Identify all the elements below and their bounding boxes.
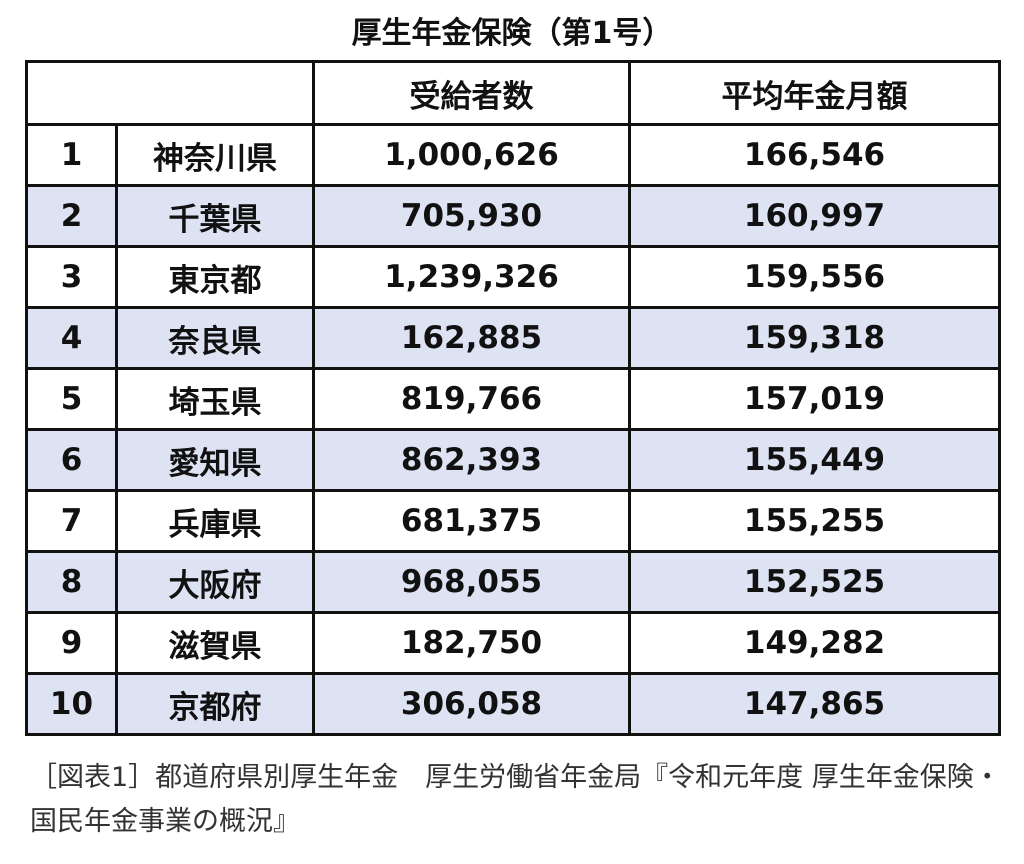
table-row: 3 東京都 1,239,326 159,556 [25,245,1001,309]
table-row: 4 奈良県 162,885 159,318 [25,306,1001,370]
pension-cell: 159,318 [628,306,1001,370]
recipients-cell: 162,885 [312,306,631,370]
pension-cell: 155,449 [628,428,1001,492]
prefecture-cell: 東京都 [115,245,315,309]
pension-cell: 159,556 [628,245,1001,309]
table-row: 9 滋賀県 182,750 149,282 [25,611,1001,675]
pension-cell: 157,019 [628,367,1001,431]
rank-cell: 4 [25,306,118,370]
recipients-cell: 968,055 [312,550,631,614]
prefecture-cell: 愛知県 [115,428,315,492]
pension-cell: 152,525 [628,550,1001,614]
table-row: 2 千葉県 705,930 160,997 [25,184,1001,248]
rank-cell: 8 [25,550,118,614]
data-table: 受給者数 平均年金月額 1 神奈川県 1,000,626 166,546 2 千葉県 705,9… [25,60,1001,736]
prefecture-cell: 千葉県 [115,184,315,248]
table-row: 5 埼玉県 819,766 157,019 [25,367,1001,431]
prefecture-cell: 滋賀県 [115,611,315,675]
rank-cell: 5 [25,367,118,431]
header-row: 受給者数 平均年金月額 [25,60,1001,126]
recipients-cell: 819,766 [312,367,631,431]
pension-cell: 166,546 [628,123,1001,187]
rank-cell: 1 [25,123,118,187]
rank-cell: 3 [25,245,118,309]
prefecture-cell: 兵庫県 [115,489,315,553]
table-row: 6 愛知県 862,393 155,449 [25,428,1001,492]
recipients-cell: 705,930 [312,184,631,248]
header-cell: 受給者数 [312,60,631,126]
prefecture-cell: 埼玉県 [115,367,315,431]
table-row: 8 大阪府 968,055 152,525 [25,550,1001,614]
caption: ［図表1］都道府県別厚生年金 厚生労働省年金局『令和元年度 厚生年金保険・国民年… [30,762,1001,837]
prefecture-cell: 奈良県 [115,306,315,370]
recipients-cell: 862,393 [312,428,631,492]
recipients-cell: 182,750 [312,611,631,675]
prefecture-cell: 京都府 [115,672,315,736]
prefecture-cell: 大阪府 [115,550,315,614]
pension-cell: 160,997 [628,184,1001,248]
table-row: 10 京都府 306,058 147,865 [25,672,1001,736]
table-body: 受給者数 平均年金月額 1 神奈川県 1,000,626 166,546 2 千葉県 705,9… [25,60,1001,736]
pension-cell: 149,282 [628,611,1001,675]
pension-cell: 155,255 [628,489,1001,553]
rank-cell: 7 [25,489,118,553]
table-row: 1 神奈川県 1,000,626 166,546 [25,123,1001,187]
table-title: 厚生年金保険（第1号） [351,16,673,51]
rank-cell: 6 [25,428,118,492]
pension-cell: 147,865 [628,672,1001,736]
rank-cell: 9 [25,611,118,675]
recipients-cell: 306,058 [312,672,631,736]
rank-cell: 10 [25,672,118,736]
header-cell-empty [25,60,315,126]
recipients-cell: 1,239,326 [312,245,631,309]
table-row: 7 兵庫県 681,375 155,255 [25,489,1001,553]
rank-cell: 2 [25,184,118,248]
recipients-cell: 681,375 [312,489,631,553]
recipients-cell: 1,000,626 [312,123,631,187]
header-cell: 平均年金月額 [628,60,1001,126]
prefecture-cell: 神奈川県 [115,123,315,187]
